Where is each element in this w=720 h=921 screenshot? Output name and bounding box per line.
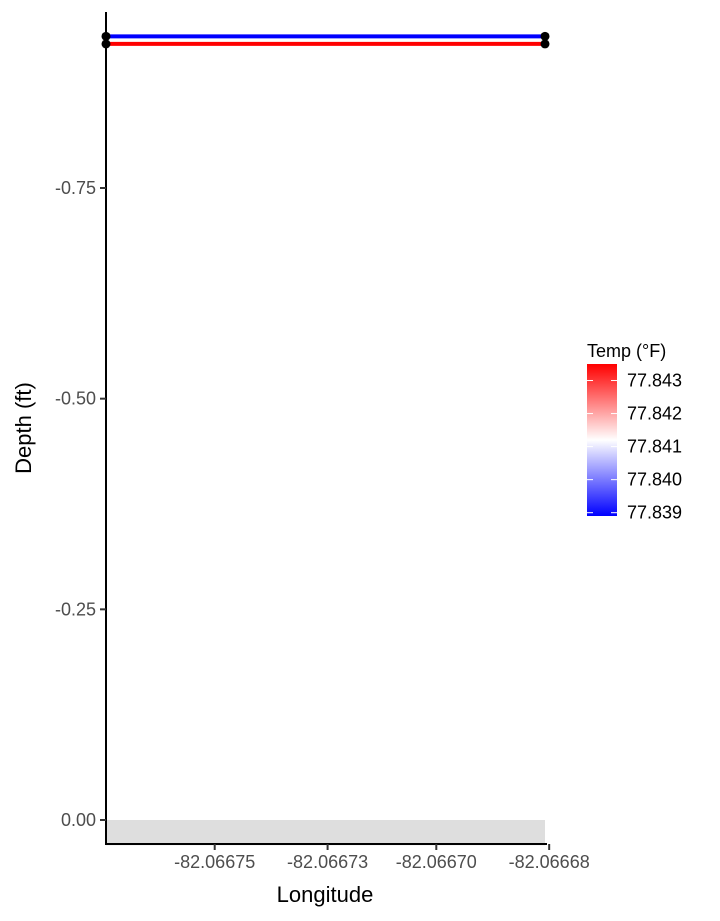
series-point-1-end xyxy=(540,31,550,41)
legend-label: 77.841 xyxy=(627,437,682,457)
legend-colorbar xyxy=(587,364,617,516)
series-point-2-end xyxy=(540,39,550,49)
legend-label: 77.842 xyxy=(627,404,682,424)
axes: -0.75 -0.50 -0.25 0.00 -82.06675 -82.06673 -82… xyxy=(55,12,590,872)
legend-title: Temp (°F) xyxy=(587,341,666,361)
y-tick-label: -0.50 xyxy=(55,389,96,409)
legend-label: 77.840 xyxy=(627,470,682,490)
x-tick-label: -82.06668 xyxy=(509,852,590,872)
x-tick-label: -82.06673 xyxy=(287,852,368,872)
ground-band xyxy=(106,820,545,846)
y-tick-label: -0.25 xyxy=(55,599,96,619)
legend: Temp (°F) 77.843 77.842 77.841 77.840 77.839 xyxy=(587,341,682,523)
y-axis-title: Depth (ft) xyxy=(11,382,36,474)
legend-label: 77.843 xyxy=(627,371,682,391)
x-axis-title: Longitude xyxy=(277,882,374,907)
y-tick-label: 0.00 xyxy=(61,810,96,830)
x-tick-label: -82.06670 xyxy=(396,852,477,872)
x-tick-label: -82.06675 xyxy=(174,852,255,872)
legend-label: 77.839 xyxy=(627,503,682,523)
plot-area xyxy=(101,31,550,846)
y-tick-label: -0.75 xyxy=(55,178,96,198)
